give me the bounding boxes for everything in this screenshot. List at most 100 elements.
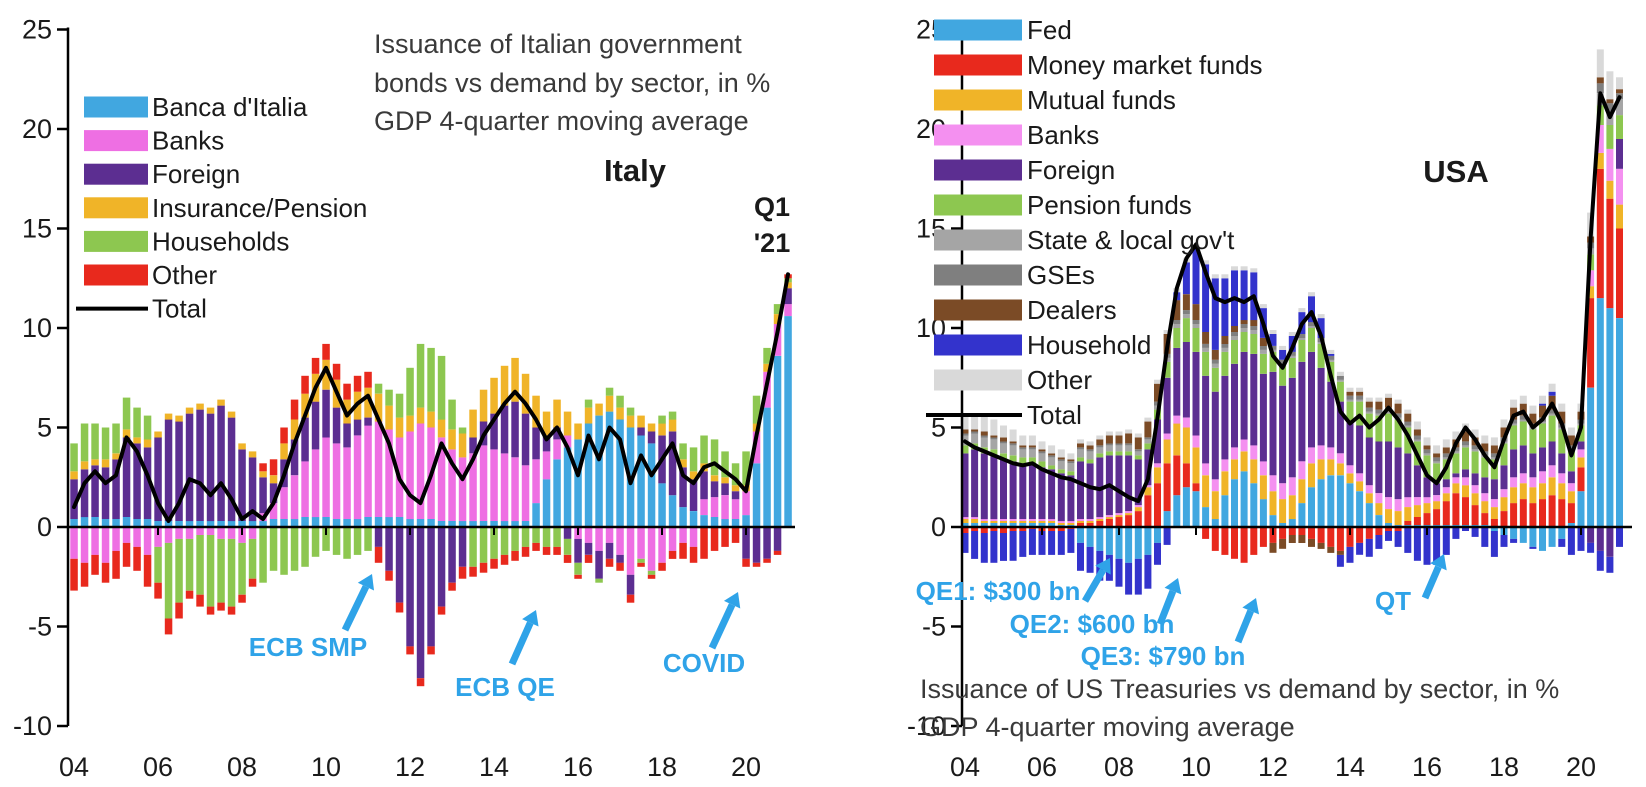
- bar-segment: [1009, 519, 1017, 521]
- bar-segment: [1259, 338, 1267, 346]
- bar-segment: [731, 527, 740, 543]
- bar-segment: [1539, 421, 1546, 424]
- bar-segment: [1413, 517, 1421, 525]
- bar-segment: [133, 437, 141, 444]
- bar-segment: [1038, 521, 1046, 523]
- bar-segment: [1269, 334, 1277, 346]
- bar-segment: [206, 407, 215, 414]
- bar-segment: [1067, 523, 1075, 525]
- bar-segment: [1558, 483, 1566, 500]
- bar-segment: [1519, 395, 1527, 404]
- y-tick-label: 25: [22, 15, 52, 45]
- bar-segment: [437, 521, 446, 527]
- legend-label: Insurance/Pension: [152, 193, 367, 223]
- bar-segment: [353, 375, 362, 392]
- bar-segment: [385, 527, 393, 571]
- bar-segment: [1539, 405, 1546, 418]
- bar-segment: [1558, 403, 1566, 412]
- bar-segment: [1144, 439, 1152, 444]
- bar-segment: [1481, 513, 1489, 525]
- bar-segment: [269, 483, 278, 504]
- bar-segment: [196, 535, 204, 595]
- bar-segment: [1558, 499, 1566, 527]
- bar-segment: [1308, 538, 1315, 547]
- bar-segment: [185, 527, 194, 539]
- bar-segment: [553, 399, 561, 428]
- bar-segment: [1259, 349, 1267, 354]
- bar-segment: [1462, 497, 1469, 525]
- bar-segment: [1404, 507, 1412, 521]
- bar-segment: [91, 527, 99, 555]
- bar-segment: [1442, 453, 1450, 458]
- bar-segment: [301, 375, 309, 394]
- bar-segment: [1529, 477, 1537, 488]
- bar-segment: [143, 439, 152, 448]
- bar-segment: [1134, 507, 1142, 512]
- bar-segment: [1471, 445, 1479, 450]
- bar-segment: [1317, 343, 1325, 368]
- bar-segment: [1259, 475, 1267, 500]
- bar-segment: [637, 427, 645, 436]
- bar-segment: [1298, 308, 1306, 313]
- bar-segment: [1231, 459, 1238, 480]
- bar-segment: [1462, 477, 1469, 486]
- bar-segment: [521, 527, 530, 547]
- bar-segment: [1240, 332, 1248, 352]
- bar-segment: [532, 527, 540, 543]
- bar-segment: [374, 383, 383, 394]
- bar-segment: [784, 288, 792, 305]
- bar-segment: [1288, 495, 1296, 520]
- bar-segment: [395, 517, 404, 527]
- bar-segment: [1616, 228, 1623, 318]
- bar-segment: [1000, 441, 1007, 444]
- bar-segment: [1529, 413, 1537, 424]
- x-tick-label: 10: [1181, 752, 1211, 782]
- bar-segment: [322, 359, 330, 390]
- bar-segment: [1385, 497, 1392, 509]
- legend-swatch: [934, 299, 1022, 321]
- bar-segment: [1231, 339, 1238, 364]
- legend-swatch: [84, 264, 148, 286]
- bar-segment: [689, 546, 698, 563]
- bar-segment: [1596, 83, 1604, 94]
- bar-segment: [1067, 471, 1075, 476]
- bar-segment: [1510, 399, 1518, 408]
- bar-segment: [1481, 527, 1489, 547]
- bar-segment: [175, 415, 183, 422]
- x-tick-label: 16: [1412, 752, 1442, 782]
- bar-segment: [500, 405, 509, 454]
- bar-segment: [563, 411, 572, 436]
- bar-segment: [1519, 403, 1527, 416]
- bar-segment: [563, 527, 572, 539]
- bar-segment: [1587, 286, 1595, 299]
- bar-segment: [1028, 457, 1036, 464]
- bar-segment: [1086, 445, 1094, 450]
- bar-segment: [971, 523, 979, 527]
- bar-segment: [1577, 467, 1585, 492]
- bar-segment: [70, 519, 78, 527]
- bar-segment: [196, 594, 204, 607]
- bar-segment: [1259, 499, 1267, 527]
- bar-segment: [1471, 527, 1479, 537]
- bar-segment: [269, 475, 278, 484]
- bar-segment: [1606, 308, 1614, 527]
- bar-segment: [154, 546, 162, 583]
- bar-segment: [1462, 441, 1469, 446]
- bar-segment: [437, 606, 446, 615]
- bar-segment: [1154, 483, 1161, 527]
- bar-segment: [1173, 324, 1181, 328]
- y-tick-label: -5: [28, 612, 52, 642]
- bar-segment: [1048, 523, 1056, 527]
- bar-segment: [238, 521, 246, 527]
- bar-segment: [595, 578, 603, 583]
- bar-segment: [1000, 453, 1007, 460]
- bar-segment: [637, 558, 645, 563]
- bar-segment: [980, 523, 988, 527]
- bar-segment: [1048, 445, 1056, 454]
- bar-segment: [1616, 139, 1623, 169]
- bar-segment: [1000, 519, 1007, 521]
- bar-segment: [742, 558, 750, 567]
- bar-segment: [1327, 527, 1335, 547]
- bar-segment: [1202, 527, 1210, 539]
- bar-segment: [1096, 435, 1104, 440]
